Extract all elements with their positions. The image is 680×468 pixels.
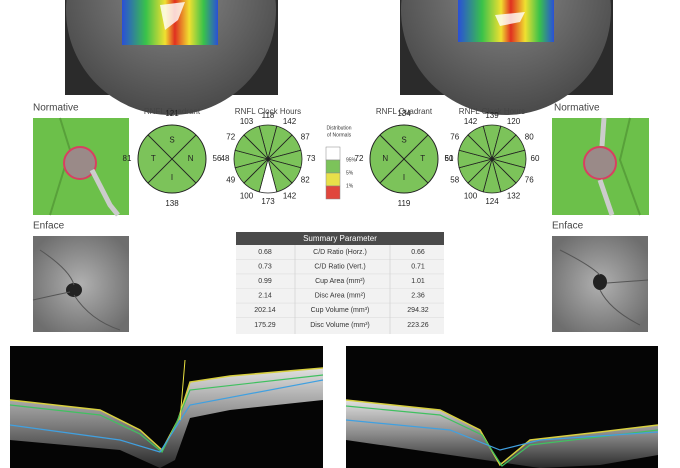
clock-value: 73 [307, 154, 316, 163]
clock-value: 49 [226, 176, 235, 185]
normative-map-left [33, 117, 129, 217]
normative-map-right [552, 117, 649, 216]
summary-cell: 294.32 [407, 307, 429, 314]
clock-value: 87 [301, 133, 310, 142]
summary-cell: 202.14 [254, 307, 276, 314]
normative-label: Normative [33, 103, 79, 114]
clock-value: 173 [261, 197, 275, 206]
clock-value: 100 [240, 191, 254, 200]
summary-cell: 223.26 [407, 322, 429, 329]
clock-value: 142 [283, 191, 297, 200]
legend-label: 1% [346, 183, 354, 189]
summary-cell: Cup Area (mm²) [315, 278, 365, 285]
quadrant-divider [379, 134, 429, 184]
quadrant-value: 134 [397, 109, 411, 118]
summary-title: Summary Parameter [303, 234, 377, 243]
top-scan-left [65, 0, 278, 115]
legend-label: 5% [346, 170, 354, 176]
clock-title: RNFL Clock Hours [459, 107, 525, 116]
legend-swatch [325, 185, 341, 200]
quadrant-letter: T [420, 154, 425, 163]
clock-title: RNFL Clock Hours [235, 107, 301, 116]
quadrant-value: 119 [398, 199, 411, 208]
quadrant-value: 72 [355, 154, 364, 163]
enface-label: Enface [33, 221, 65, 232]
legend-label: 95% [346, 157, 357, 163]
clock-sector [467, 125, 493, 161]
legend-swatch [325, 172, 341, 187]
summary-cell: C/D Ratio (Horz.) [313, 249, 367, 256]
summary-cell: Disc Area (mm²) [315, 293, 366, 300]
legend-title: of Normals [327, 132, 352, 138]
summary-cell: 0.73 [258, 263, 272, 270]
enface-left [32, 236, 129, 332]
quadrant-letter: I [171, 173, 173, 182]
summary-rows: 0.68 C/D Ratio (Horz.) 0.66 0.73 C/D Ratio (… [236, 245, 444, 334]
summary-cell: 175.29 [254, 322, 276, 329]
quadrant-value: 138 [165, 199, 179, 208]
clock-value: 120 [507, 117, 521, 126]
clock-value: 142 [283, 117, 297, 126]
quadrant-letter: S [169, 135, 174, 144]
quadrant-value: 56 [213, 154, 222, 163]
quadrant-letter: N [188, 154, 194, 163]
summary-table: Summary Parameter [236, 232, 444, 334]
clock-value: 124 [485, 197, 499, 206]
summary-cell: 0.71 [411, 263, 425, 270]
clock-value: 118 [262, 111, 275, 120]
enface-right [552, 236, 649, 332]
clock-value: 60 [531, 154, 540, 163]
enface-label: Enface [552, 221, 584, 232]
summary-cell: 2.36 [411, 293, 425, 300]
clock-value: 50 [445, 154, 454, 163]
legend-swatch [325, 159, 341, 174]
quadrant-letter: N [382, 154, 388, 163]
summary-cell: Cup Volume (mm³) [311, 307, 370, 314]
summary-cell: 0.99 [258, 278, 272, 285]
clock-value: 76 [450, 133, 459, 142]
legend-swatch [325, 146, 341, 161]
top-scan-right [400, 0, 613, 115]
clock-value: 100 [464, 191, 478, 200]
clock-value: 76 [525, 176, 534, 185]
quadrant-title: RNFL Quadrant [144, 107, 201, 116]
clock-value: 58 [450, 176, 459, 185]
summary-cell: Disc Volume (mm³) [310, 322, 370, 329]
clock-sector [243, 125, 269, 161]
clock-value: 80 [525, 133, 534, 142]
quadrant-divider [147, 134, 197, 184]
quadrant-value: 81 [123, 154, 132, 163]
quadrant-letter: S [401, 135, 406, 144]
summary-cell: 0.68 [258, 249, 272, 256]
summary-cell: 0.66 [411, 249, 425, 256]
clock-value: 48 [221, 154, 230, 163]
rnfl-charts: RNFL Quadrant S T N I 121 81 56 138 RNFL Quadrant… [123, 107, 540, 208]
quadrant-title: RNFL Quadrant [376, 107, 433, 116]
summary-cell: 2.14 [258, 293, 272, 300]
quadrant-value: 121 [165, 109, 179, 118]
clock-value: 142 [464, 117, 478, 126]
legend: Distribution of Normals 95% 5% 1% [325, 125, 357, 200]
clock-value: 82 [301, 176, 310, 185]
oct-scan-left [9, 346, 324, 468]
clock-value: 72 [226, 133, 235, 142]
quadrant-value: 61 [445, 154, 454, 163]
quadrant-letter: T [151, 154, 156, 163]
quadrant-letter: I [403, 173, 405, 182]
clock-value: 103 [240, 117, 254, 126]
clock-value: 132 [507, 191, 521, 200]
normative-label: Normative [554, 103, 600, 114]
legend-title: Distribution [326, 125, 351, 131]
oct-scan-right [345, 346, 659, 468]
summary-cell: C/D Ratio (Vert.) [314, 263, 365, 270]
clock-value: 139 [485, 111, 499, 120]
summary-cell: 1.01 [411, 278, 425, 285]
